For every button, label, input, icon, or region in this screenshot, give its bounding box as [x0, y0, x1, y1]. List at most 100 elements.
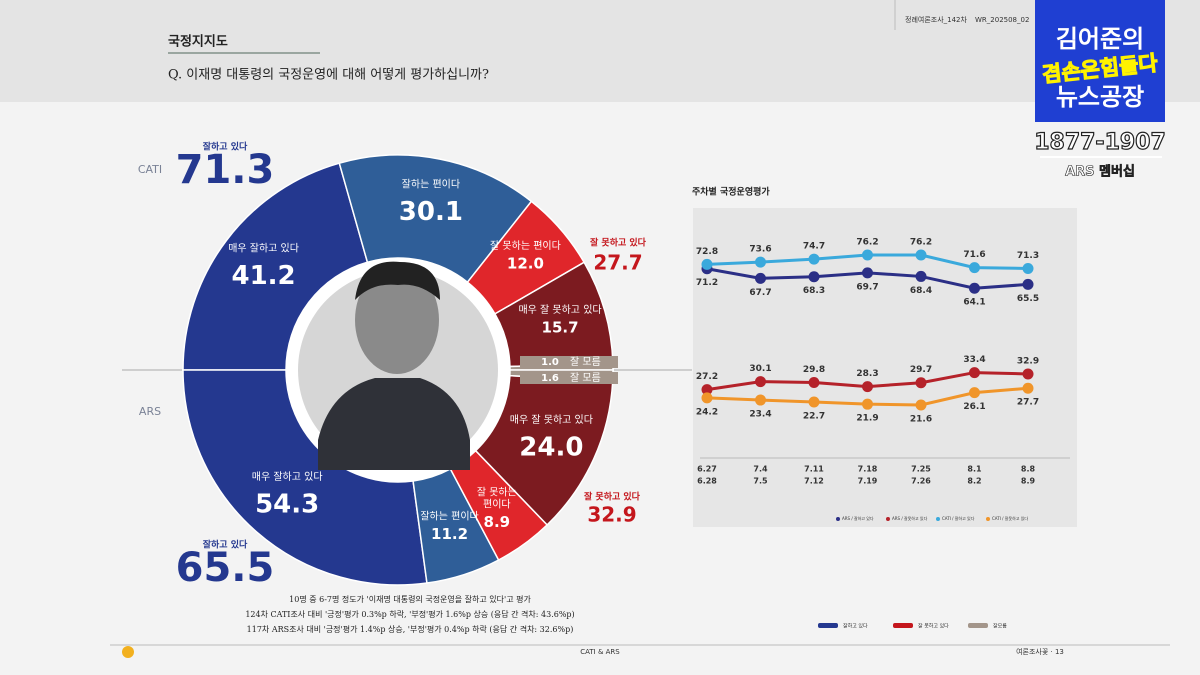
- point-label: 74.7: [803, 242, 825, 252]
- point-label: 69.7: [856, 282, 878, 292]
- total-label: 잘하고 있다: [203, 539, 248, 551]
- point: [808, 396, 820, 408]
- segment-value: 30.1: [399, 197, 463, 227]
- segment-value: 1.6: [541, 373, 559, 384]
- legend-swatch: [968, 623, 988, 628]
- point: [862, 249, 873, 261]
- legend-label: 잘하고 있다: [843, 623, 868, 630]
- segment-value: 12.0: [507, 254, 544, 272]
- legend-swatch: [936, 517, 940, 521]
- line-title: 주차별 국정운영평가: [692, 186, 770, 198]
- point: [915, 377, 927, 389]
- x-tick-label: 6.27: [697, 465, 717, 474]
- x-tick-label: 7.19: [858, 477, 878, 486]
- footer-logo: [122, 646, 134, 658]
- portrait-body: [318, 378, 470, 470]
- segment-label: 잘하는 편이다: [402, 178, 460, 191]
- point-label: 26.1: [963, 402, 985, 412]
- x-tick-label: 7.25: [911, 465, 931, 474]
- legend-label: CATI / 잘하고 있다: [942, 515, 975, 521]
- portrait-head: [355, 266, 439, 374]
- segment-value: 54.3: [255, 489, 319, 519]
- top-band: [0, 0, 1200, 102]
- total-label: 잘 못하고 있다: [584, 491, 641, 503]
- point-label: 23.4: [749, 410, 771, 420]
- legend-label: CATI / 잘못하고 있다: [992, 515, 1028, 521]
- point-label: 67.7: [749, 288, 771, 298]
- total-value: 32.9: [587, 503, 636, 527]
- group-label: CATI: [138, 163, 162, 176]
- point-label: 76.2: [910, 238, 932, 248]
- segment-label: 잘 모름: [570, 356, 601, 368]
- point: [701, 392, 713, 404]
- x-tick-label: 8.1: [967, 465, 982, 474]
- note: 124차 CATI조사 대비 '긍정'평가 0.3%p 하락, '부정'평가 1…: [245, 609, 574, 619]
- point-label: 68.3: [803, 286, 825, 296]
- segment-value: 1.0: [541, 357, 559, 368]
- x-tick-label: 8.9: [1021, 477, 1036, 486]
- point-label: 21.9: [856, 414, 878, 424]
- x-tick-label: 7.4: [753, 465, 768, 474]
- x-tick-label: 8.8: [1021, 465, 1036, 474]
- legend-swatch: [893, 623, 913, 628]
- question: Q. 이재명 대통령의 국정운영에 대해 어떻게 평가하십니까?: [168, 68, 489, 83]
- segment-value: 41.2: [231, 261, 295, 291]
- point-label: 68.4: [910, 286, 932, 296]
- point-label: 65.5: [1017, 294, 1039, 304]
- x-tick-label: 7.5: [753, 477, 768, 486]
- point: [969, 282, 980, 294]
- label-strip: [520, 372, 618, 384]
- point: [808, 253, 820, 265]
- membership: ARS 멤버십: [1065, 164, 1135, 180]
- segment-label: 잘 못하는 편이다: [477, 485, 517, 510]
- x-tick-label: 7.12: [804, 477, 824, 486]
- point-label: 73.6: [749, 245, 771, 255]
- point: [969, 367, 980, 379]
- segment-label: 잘 못하는 편이다: [490, 239, 561, 252]
- point: [701, 384, 713, 396]
- note: 10명 중 6-7명 정도가 '이재명 대통령의 국정운영을 잘하고 있다'고 …: [289, 594, 531, 604]
- legend-swatch: [986, 517, 990, 521]
- point-label: 30.1: [749, 364, 771, 374]
- total-label: 잘 못하고 있다: [590, 237, 647, 249]
- x-tick-label: 7.11: [804, 465, 824, 474]
- point: [862, 381, 873, 393]
- logo-line1: 김어준의: [1056, 25, 1144, 53]
- point: [915, 270, 927, 282]
- point: [1022, 382, 1034, 394]
- total-value: 71.3: [176, 147, 275, 193]
- footer-page: 여론조사꽃 · 13: [1016, 647, 1064, 656]
- doc-ref: 정례여론조사_142차: [905, 15, 968, 24]
- doc-code: WR_202508_02: [975, 16, 1029, 24]
- point: [808, 376, 820, 388]
- segment-value: 15.7: [542, 318, 579, 336]
- total-label: 잘하고 있다: [203, 141, 248, 153]
- point: [1022, 278, 1034, 290]
- segment-label: 잘 모름: [570, 372, 601, 384]
- point-label: 71.3: [1017, 251, 1039, 261]
- point-label: 22.7: [803, 411, 825, 421]
- legend-label: ARS / 잘못하고 있다: [892, 515, 928, 521]
- point: [755, 376, 766, 388]
- x-tick-label: 8.2: [967, 477, 981, 486]
- group-label: ARS: [139, 405, 161, 418]
- total-value: 27.7: [593, 251, 642, 275]
- footer-center: CATI & ARS: [580, 648, 620, 656]
- portrait: [286, 258, 510, 482]
- point: [862, 267, 873, 279]
- point-label: 72.8: [696, 247, 718, 257]
- point: [862, 398, 873, 410]
- point-label: 33.4: [963, 355, 985, 365]
- phone: 1877-1907: [1034, 130, 1166, 155]
- segment-label: 매우 잘 못하고 있다: [518, 303, 601, 316]
- total-value: 65.5: [176, 545, 275, 591]
- logo-box: [1035, 0, 1165, 122]
- point: [755, 272, 766, 284]
- point-label: 71.6: [963, 250, 985, 260]
- point-label: 27.2: [696, 372, 718, 382]
- legend-swatch: [836, 517, 840, 521]
- segment-value: 8.9: [484, 513, 511, 531]
- point: [969, 262, 980, 274]
- point-label: 71.2: [696, 278, 718, 288]
- point: [915, 249, 927, 261]
